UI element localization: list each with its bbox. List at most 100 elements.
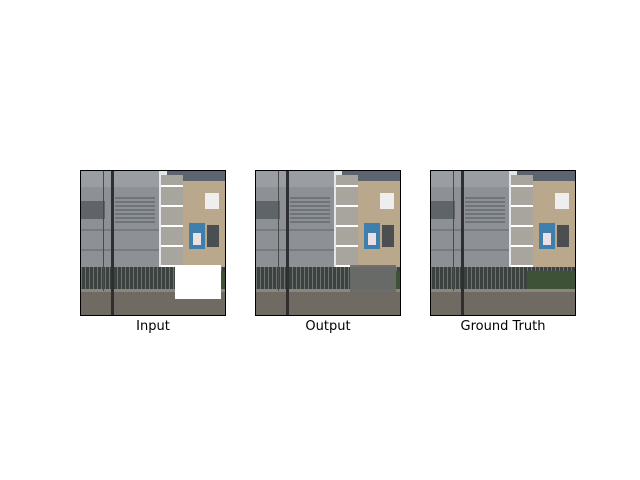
fence-bar bbox=[336, 267, 337, 289]
fence-bar bbox=[169, 267, 170, 289]
fence-bar bbox=[455, 267, 456, 289]
fence-bar bbox=[89, 267, 90, 289]
fence-bar bbox=[483, 267, 484, 289]
fence-bar bbox=[117, 267, 118, 289]
window-lower bbox=[207, 225, 219, 247]
fence-bar bbox=[121, 267, 122, 289]
fence-bar bbox=[93, 267, 94, 289]
stone-building-roof bbox=[167, 171, 225, 181]
fence-bar bbox=[300, 267, 301, 289]
fence-bar bbox=[320, 267, 321, 289]
fire-escape-rail bbox=[336, 185, 358, 187]
fence-bar bbox=[141, 267, 142, 289]
fence-bar bbox=[125, 267, 126, 289]
fence-bar bbox=[153, 267, 154, 289]
louver-slat bbox=[290, 209, 330, 211]
grey-building bbox=[81, 171, 159, 283]
fire-escape-rail bbox=[161, 265, 183, 267]
fence-bar bbox=[145, 267, 146, 289]
mask-hole bbox=[175, 265, 221, 299]
fence-bar bbox=[487, 267, 488, 289]
louver-slat bbox=[115, 213, 155, 215]
fence-bar bbox=[109, 267, 110, 289]
fence-bar bbox=[129, 267, 130, 289]
grey-building bbox=[256, 171, 334, 283]
fence-bar bbox=[312, 267, 313, 289]
window-left bbox=[431, 201, 455, 219]
fire-escape-rail bbox=[511, 225, 533, 227]
fence-bar bbox=[260, 267, 261, 289]
fire-escape-rail bbox=[336, 245, 358, 247]
fire-escape-rail bbox=[336, 205, 358, 207]
fence-bar bbox=[264, 267, 265, 289]
fence-bar bbox=[328, 267, 329, 289]
fence-bar bbox=[443, 267, 444, 289]
thin-pole bbox=[453, 171, 454, 291]
pole bbox=[286, 171, 289, 315]
fence-bar bbox=[348, 267, 349, 289]
fence-bar bbox=[149, 267, 150, 289]
grey-building-top bbox=[431, 171, 509, 187]
louver-slat bbox=[465, 197, 505, 199]
fence-bar bbox=[165, 267, 166, 289]
pole bbox=[461, 171, 464, 315]
ground-truth-scene bbox=[431, 171, 575, 315]
floor-line bbox=[256, 249, 334, 251]
louver-slat bbox=[115, 205, 155, 207]
louver-slat bbox=[115, 201, 155, 203]
ground-truth-panel bbox=[430, 170, 576, 316]
louver-slat bbox=[290, 197, 330, 199]
fence-bar bbox=[479, 267, 480, 289]
louver-slat bbox=[465, 213, 505, 215]
louver-slat bbox=[115, 197, 155, 199]
window-lower bbox=[382, 225, 394, 247]
fence-bar bbox=[173, 267, 174, 289]
fence-bar bbox=[105, 267, 106, 289]
fire-escape-rail bbox=[336, 265, 358, 267]
grey-building bbox=[431, 171, 509, 283]
louver-slat bbox=[290, 205, 330, 207]
fence-bar bbox=[447, 267, 448, 289]
fence-bar bbox=[161, 267, 162, 289]
fence-bar bbox=[316, 267, 317, 289]
thin-pole bbox=[278, 171, 279, 291]
output-panel bbox=[255, 170, 401, 316]
fence-bar bbox=[272, 267, 273, 289]
fence-bar bbox=[507, 267, 508, 289]
louver-slat bbox=[465, 221, 505, 223]
fence-bar bbox=[495, 267, 496, 289]
fence-bar bbox=[268, 267, 269, 289]
wall-coping bbox=[256, 289, 400, 292]
fire-escape-rail bbox=[511, 205, 533, 207]
fire-escape-rail bbox=[161, 185, 183, 187]
louver-slat bbox=[465, 217, 505, 219]
fence-bar bbox=[81, 267, 82, 289]
ground-truth-caption: Ground Truth bbox=[460, 319, 546, 334]
fence-bar bbox=[332, 267, 333, 289]
bushes bbox=[527, 271, 575, 289]
louver-slat bbox=[115, 221, 155, 223]
output-image bbox=[255, 170, 401, 316]
fence-bar bbox=[435, 267, 436, 289]
louver-slat bbox=[115, 217, 155, 219]
floor-line bbox=[81, 249, 159, 251]
window-left bbox=[81, 201, 105, 219]
input-image bbox=[80, 170, 226, 316]
fire-escape-rail bbox=[161, 245, 183, 247]
grey-building-top bbox=[256, 171, 334, 187]
fence-bar bbox=[137, 267, 138, 289]
fence-bar bbox=[276, 267, 277, 289]
fence-bar bbox=[308, 267, 309, 289]
fence-bar bbox=[256, 267, 257, 289]
output-scene bbox=[256, 171, 400, 315]
fence-bar bbox=[451, 267, 452, 289]
fence-bar bbox=[431, 267, 432, 289]
fence-bar bbox=[324, 267, 325, 289]
input-caption: Input bbox=[136, 319, 170, 334]
thin-pole bbox=[103, 171, 104, 291]
fence-bar bbox=[511, 267, 512, 289]
fire-escape-rail bbox=[161, 225, 183, 227]
louver-slat bbox=[465, 205, 505, 207]
fence-bar bbox=[459, 267, 460, 289]
input-panel bbox=[80, 170, 226, 316]
